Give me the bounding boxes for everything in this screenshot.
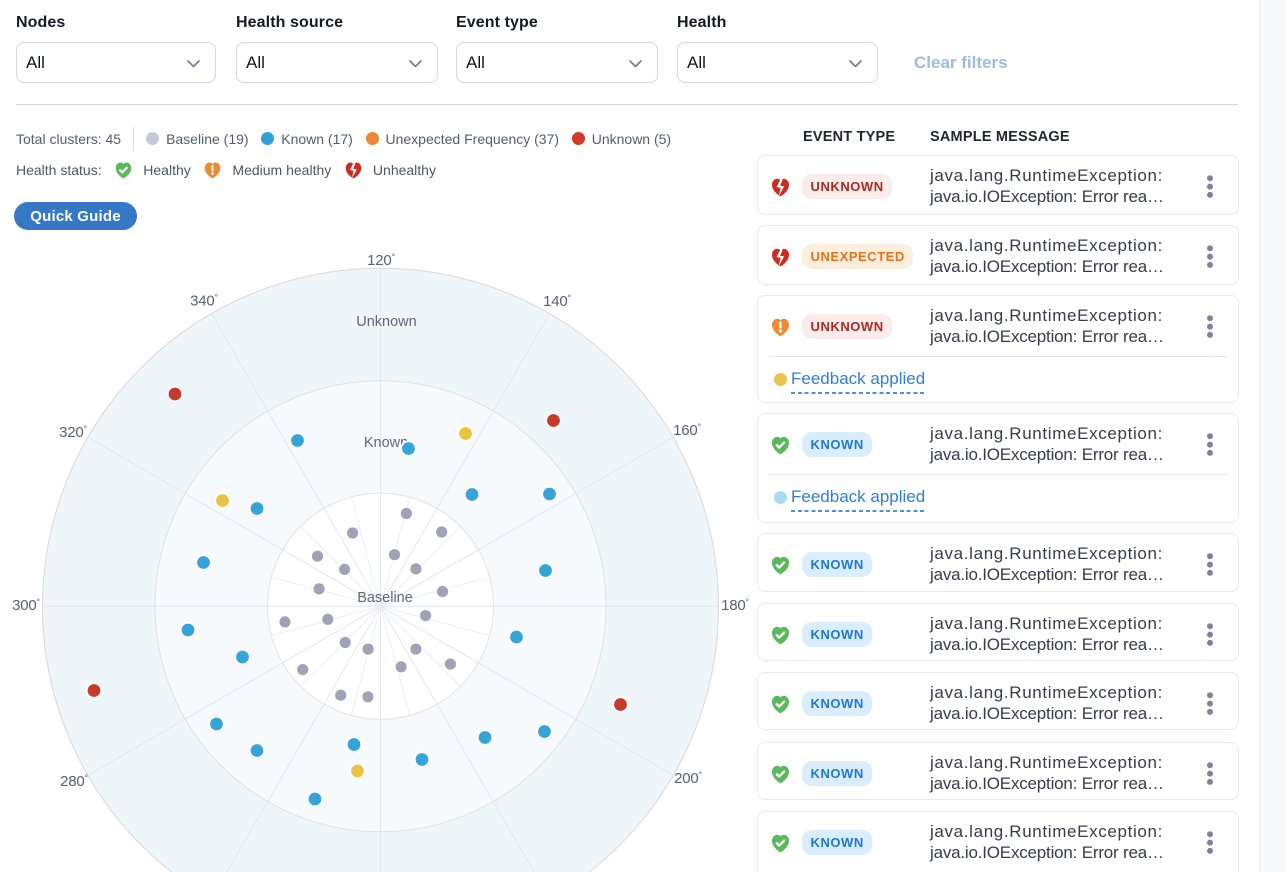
svg-text:280°: 280° bbox=[60, 773, 88, 790]
svg-text:Known: Known bbox=[364, 435, 408, 451]
svg-text:340°: 340° bbox=[190, 293, 218, 310]
svg-text:200°: 200° bbox=[674, 770, 702, 787]
svg-text:180°: 180° bbox=[721, 597, 749, 614]
svg-text:300°: 300° bbox=[12, 597, 40, 614]
svg-text:320°: 320° bbox=[59, 424, 87, 441]
svg-text:140°: 140° bbox=[543, 293, 571, 310]
svg-text:Unknown: Unknown bbox=[356, 314, 416, 330]
svg-text:120°: 120° bbox=[367, 252, 395, 269]
svg-text:Baseline: Baseline bbox=[357, 590, 413, 606]
svg-text:160°: 160° bbox=[673, 422, 701, 439]
